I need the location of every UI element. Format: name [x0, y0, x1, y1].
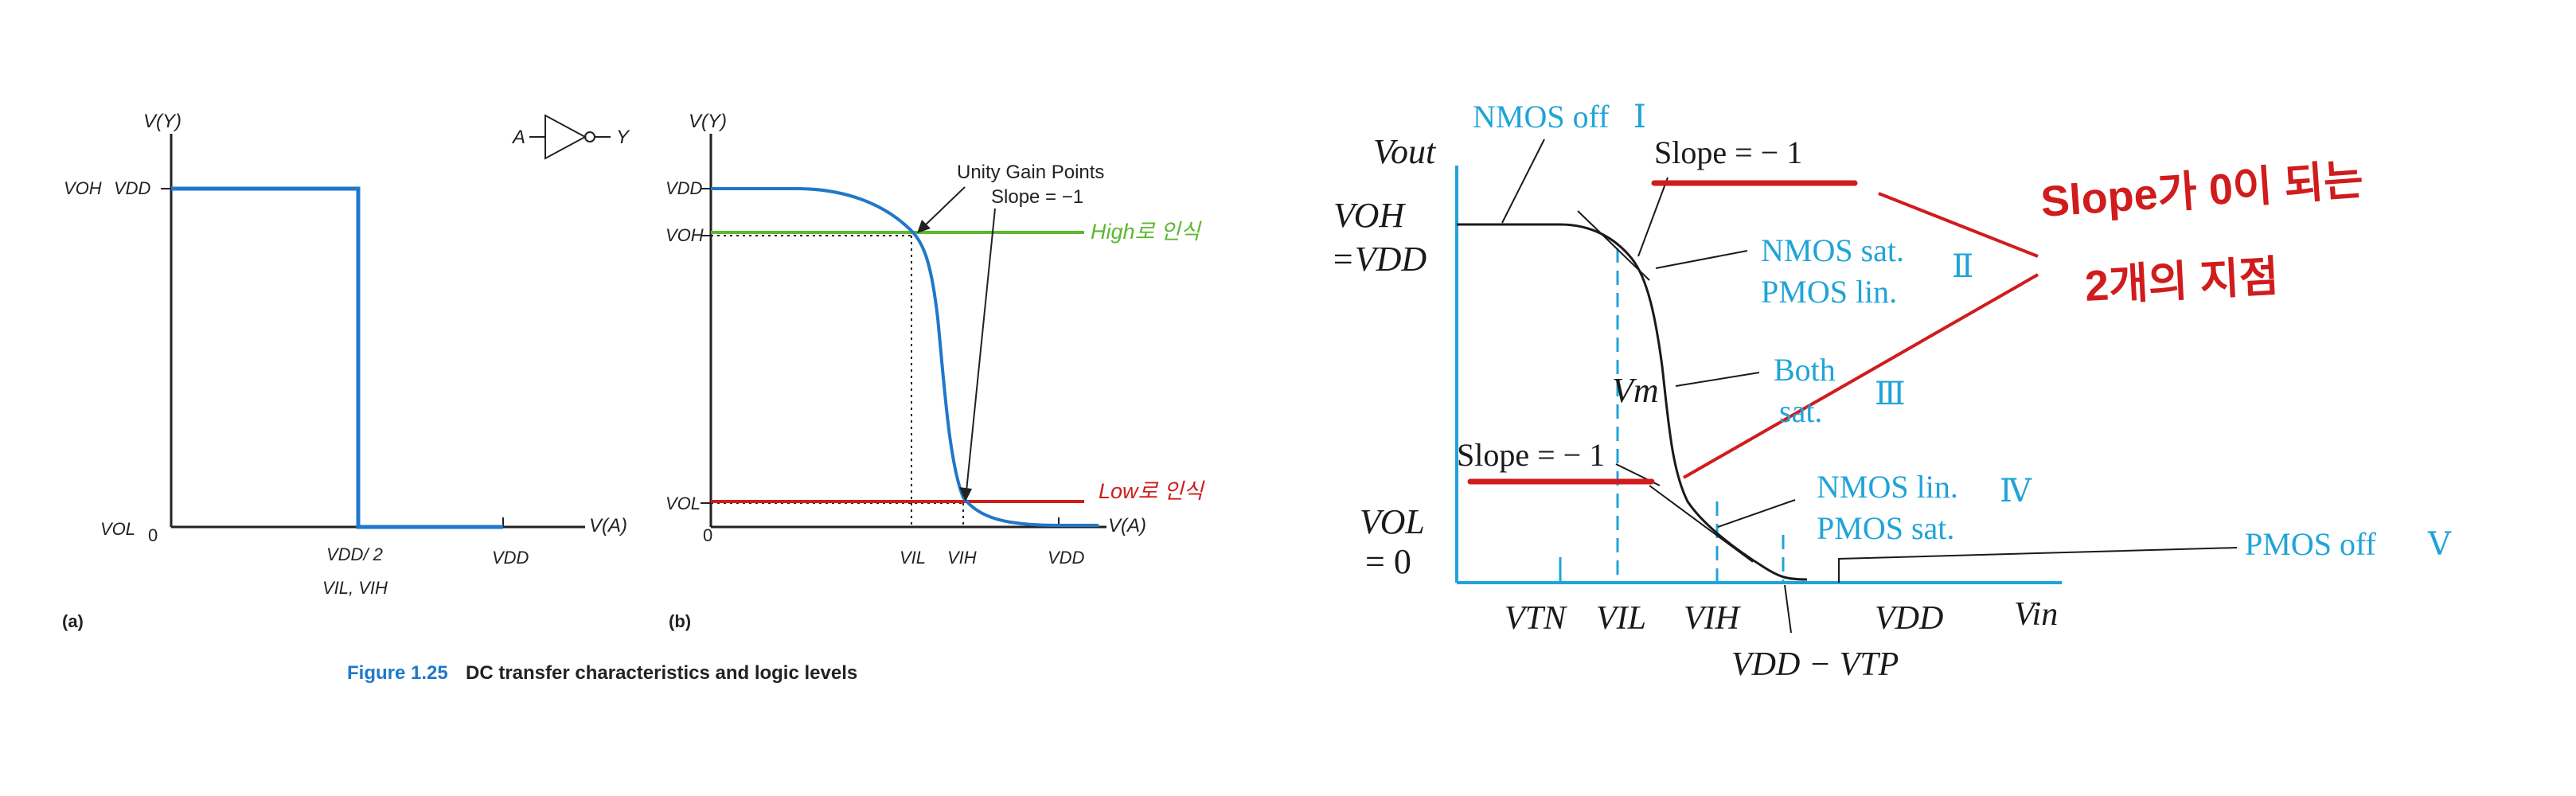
- panel-a-ideal-curve: [171, 186, 503, 529]
- panel-a-vdd-half-label: VDD/ 2: [326, 544, 383, 564]
- panel-a-caption: (a): [62, 611, 84, 631]
- red-pointer-top: [1878, 192, 2039, 258]
- panel-b-y-label: V(Y): [689, 111, 727, 132]
- region4-leader: [1717, 499, 1796, 528]
- vih-x-label: VIH: [1684, 600, 1742, 637]
- vol-label: VOL: [1360, 502, 1425, 541]
- region4-label-b: PMOS sat.: [1817, 510, 1954, 546]
- panel-b-x-label: V(A): [1108, 515, 1146, 537]
- slope-tangent-top: [1577, 210, 1650, 281]
- high-level-annotation: High로 인식: [1091, 220, 1202, 244]
- figure-number: Figure 1.25: [347, 662, 448, 684]
- panel-b-voh-label: VOH: [665, 225, 704, 245]
- panel-b-vih-label: VIH: [947, 548, 977, 568]
- inverter-output-label: Y: [616, 127, 630, 148]
- unity-gain-arrow-bottom: [966, 208, 996, 492]
- region2-label-a: NMOS sat.: [1761, 232, 1904, 268]
- region5-number: Ⅴ: [2427, 526, 2452, 562]
- region3-label-a: Both: [1774, 352, 1836, 388]
- inverter-input-label: A: [511, 127, 525, 148]
- panel-a: V(Y) V(A) VOH VDD VOL 0 VDD/ 2 VIL, VIH …: [62, 111, 630, 631]
- vtc-curve: [1457, 223, 1808, 581]
- slope-tangent-bottom: [1649, 485, 1754, 563]
- vin-label: Vin: [2014, 596, 2058, 633]
- slope-top-leader: [1637, 177, 1669, 257]
- figure-title: DC transfer characteristics and logic le…: [466, 662, 857, 684]
- unity-gain-label: Unity Gain Points: [957, 162, 1104, 183]
- zero-eq-label: = 0: [1365, 542, 1411, 581]
- nmos-off-leader: [1501, 139, 1545, 224]
- panel-a-vdd-label: VDD: [114, 178, 151, 198]
- vdd-minus-vtp-label: VDD − VTP: [1731, 646, 1899, 683]
- region4-label-a: NMOS lin.: [1817, 469, 1958, 505]
- vm-label: Vm: [1612, 371, 1659, 410]
- panel-b-vil-label: VIL: [900, 548, 926, 568]
- region3-label-b: sat.: [1779, 393, 1822, 429]
- vdd-vtp-leader: [1784, 584, 1792, 634]
- region2-leader: [1655, 250, 1748, 269]
- voh-label: VOH: [1333, 196, 1406, 235]
- panel-a-vil-vih-label: VIL, VIH: [322, 578, 388, 598]
- unity-gain-slope-label: Slope = −1: [991, 186, 1083, 208]
- panel-a-vol-label: VOL: [100, 519, 135, 539]
- region4-number: Ⅳ: [2000, 473, 2032, 509]
- unity-gain-arrowhead-top: [917, 220, 931, 233]
- panel-a-x-label: V(A): [589, 515, 627, 537]
- panel-b: Unity Gain Points Slope = −1 V(Y) V(A) V…: [665, 111, 1205, 631]
- region3-number: Ⅲ: [1875, 376, 1906, 412]
- panel-b-vtc-curve: [711, 187, 1099, 527]
- panel-a-vdd-x-label: VDD: [492, 548, 529, 568]
- low-level-annotation: Low로 인식: [1099, 479, 1205, 503]
- pmos-off-leader: [1838, 547, 2238, 583]
- vout-label: Vout: [1373, 132, 1437, 171]
- handwritten-note-line2: 2개의 지점: [2083, 252, 2280, 310]
- panel-b-origin-label: 0: [703, 525, 712, 545]
- region3-leader: [1675, 372, 1760, 387]
- panel-a-origin-label: 0: [148, 525, 158, 545]
- region2-number: Ⅱ: [1952, 248, 1973, 284]
- panel-b-caption: (b): [669, 611, 691, 631]
- panel-a-voh-label: VOH: [64, 178, 102, 198]
- region1-number: Ⅰ: [1633, 99, 1646, 135]
- inverter-icon: [529, 114, 611, 160]
- unity-gain-arrowhead-bottom: [959, 487, 972, 501]
- vtn-label: VTN: [1505, 600, 1567, 637]
- region1-label: NMOS off: [1473, 99, 1610, 135]
- region2-label-b: PMOS lin.: [1761, 274, 1897, 310]
- red-pointer-bottom: [1683, 273, 2039, 479]
- cmos-vtc-figure: Vout VOH =VDD VOL = 0 VTN VIL VIH VDD Vi…: [1331, 99, 2452, 683]
- panel-b-vdd-label: VDD: [665, 178, 703, 198]
- panel-b-vol-label: VOL: [665, 494, 701, 513]
- region5-label: PMOS off: [2245, 526, 2377, 562]
- vdd-eq-label: =VDD: [1331, 240, 1427, 279]
- vil-x-label: VIL: [1596, 600, 1646, 637]
- slope-bottom-label: Slope = − 1: [1457, 437, 1605, 473]
- unity-gain-arrow-top: [923, 186, 966, 228]
- panel-b-vdd-x-label: VDD: [1048, 548, 1085, 568]
- handwritten-note-line1: Slope가 0이 되는: [2039, 156, 2365, 226]
- slope-top-label: Slope = − 1: [1654, 135, 1802, 170]
- panel-a-y-label: V(Y): [143, 111, 181, 132]
- vdd-x-label: VDD: [1875, 600, 1943, 637]
